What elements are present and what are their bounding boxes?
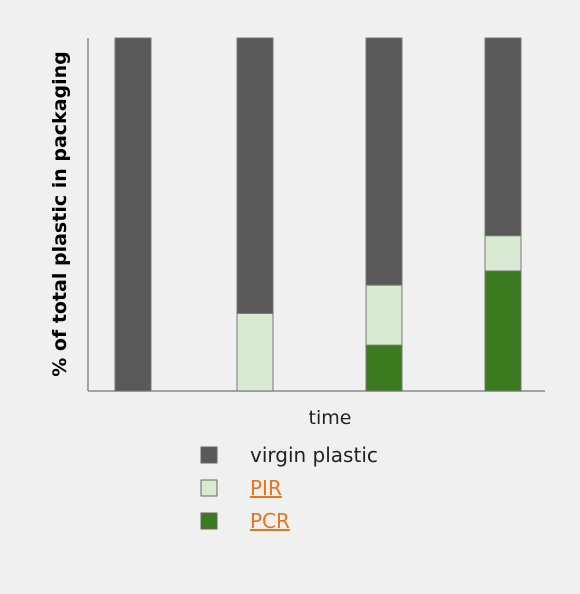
bar-4-pcr [484,270,522,392]
x-axis-label: time [309,407,352,429]
bar-2-pir [236,312,274,392]
legend-label-virgin-plastic: virgin plastic [250,443,378,467]
legend: virgin plastic PIR PCR [200,443,378,533]
bar-4-virgin-plastic [484,37,522,237]
legend-swatch-pcr [200,512,218,530]
legend-swatch-virgin-plastic [200,446,218,464]
bar-3-pcr [365,344,403,392]
legend-swatch-pir [200,479,218,497]
bar-1-virgin-plastic [114,37,152,392]
bar-3-virgin-plastic [365,37,403,286]
legend-label-pcr[interactable]: PCR [250,509,290,533]
plot-area [87,37,545,392]
bars [114,37,522,392]
bar-2-virgin-plastic [236,37,274,314]
y-axis-label: % of total plastic in packaging [49,51,71,377]
legend-label-pir[interactable]: PIR [250,476,282,500]
bar-4-pir [484,235,522,272]
bar-3-pir [365,284,403,346]
